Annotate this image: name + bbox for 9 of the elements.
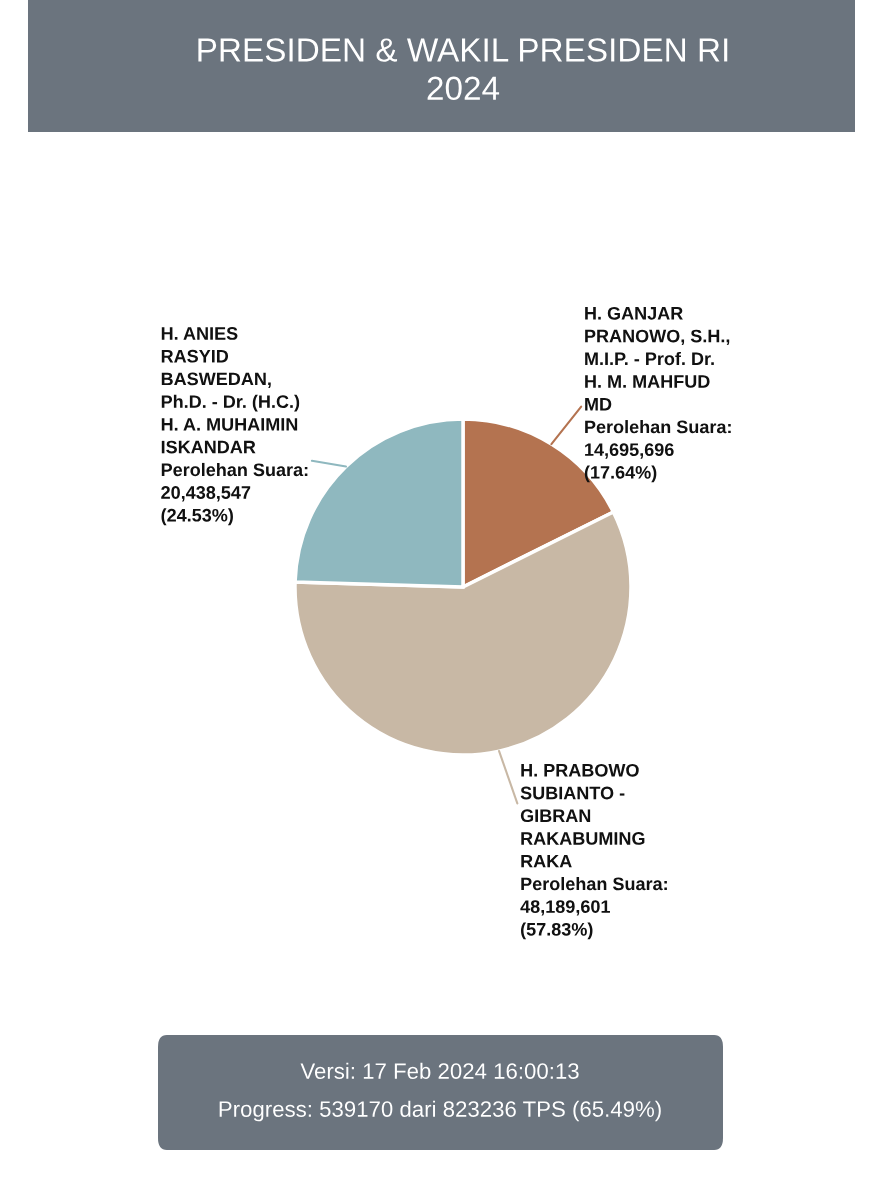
slice-label: H. ANIES RASYID BASWEDAN, Ph.D. - Dr. (H.C.) H. A. MUHAIMIN ISKANDAR [161, 327, 300, 454]
slice-label: H. PRABOWO SUBIANTO - GIBRAN RAKABUMING RAKA [520, 763, 645, 868]
text: Versi: 17 Feb 2024 16:00:13 [300, 1062, 579, 1079]
data-label: Perolehan Suara: 48,189,601 (57.83%) [520, 877, 667, 940]
text: Progress: 539170 dari 823236 TPS (65.49%) [219, 1100, 661, 1122]
data-label: Perolehan Suara: 14,695,696 (17.64%) [584, 420, 731, 483]
data-label: Perolehan Suara: 20,438,547 (24.53%) [161, 462, 308, 526]
slice-label: H. GANJAR PRANOWO, S.H., M.I.P. - Prof. Dr. H. M. MAHFUD MD [585, 306, 730, 411]
chart-title: PRESIDEN & WAKIL PRESIDEN RI 2024 [198, 38, 728, 101]
